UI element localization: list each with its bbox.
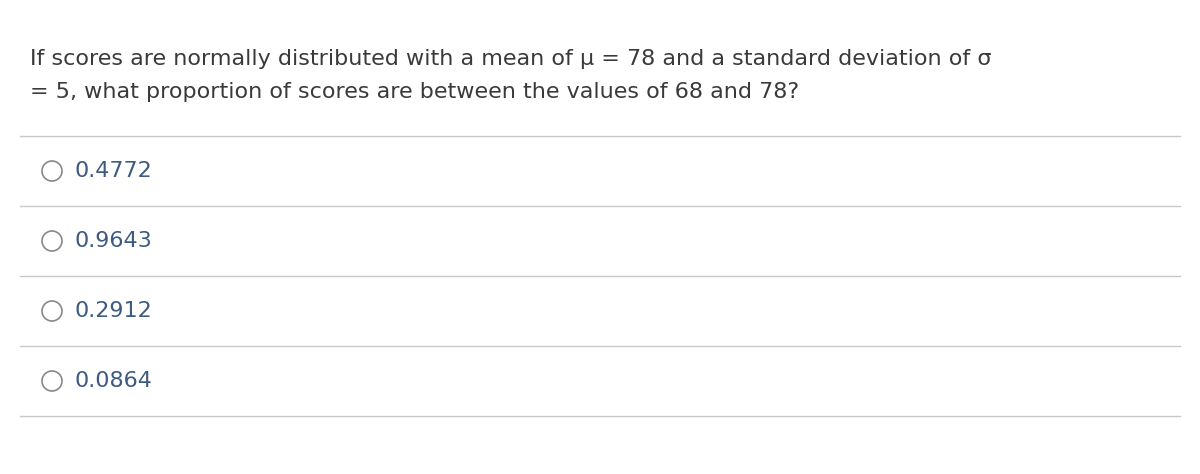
- Text: 0.0864: 0.0864: [74, 371, 152, 391]
- Text: If scores are normally distributed with a mean of μ = 78 and a standard deviatio: If scores are normally distributed with …: [30, 49, 991, 69]
- Text: 0.4772: 0.4772: [74, 161, 151, 181]
- Text: 0.2912: 0.2912: [74, 301, 151, 321]
- Text: = 5, what proportion of scores are between the values of 68 and 78?: = 5, what proportion of scores are betwe…: [30, 82, 799, 102]
- Text: 0.9643: 0.9643: [74, 231, 151, 251]
